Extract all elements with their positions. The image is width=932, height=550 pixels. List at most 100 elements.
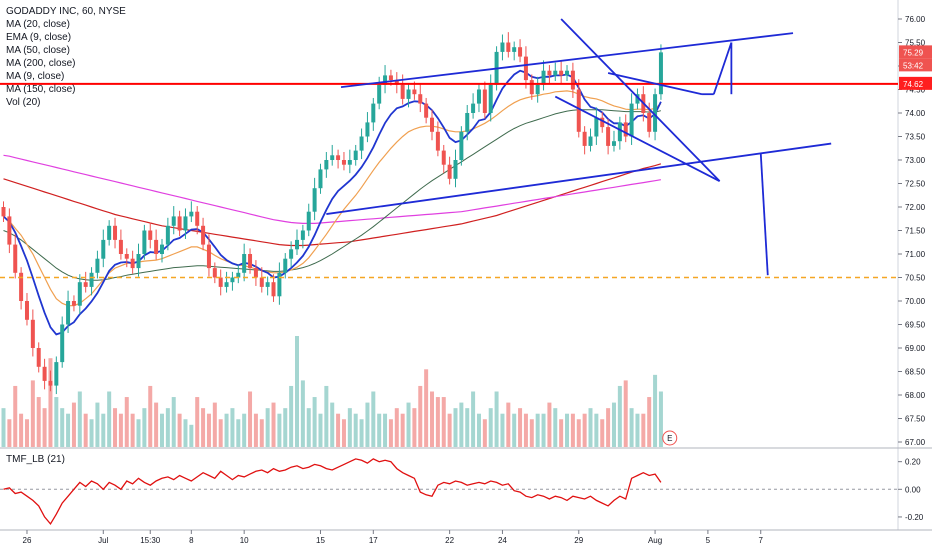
price-tick-label: 68.50 <box>905 368 926 377</box>
volume-bar <box>523 413 528 447</box>
time-tick-label: 26 <box>23 536 32 545</box>
axes: 76.0075.5075.0074.5074.0073.5073.0072.50… <box>23 15 932 545</box>
volume-bar <box>48 358 53 447</box>
candle-body <box>13 244 18 273</box>
candle-body <box>195 211 200 226</box>
volume-bar <box>259 419 264 447</box>
volume-bar <box>371 391 376 447</box>
candle-body <box>83 282 88 287</box>
volume-bar <box>629 408 634 447</box>
legend-ma20[interactable]: MA (20, close) <box>6 19 70 30</box>
legend-ma150[interactable]: MA (150, close) <box>6 84 75 95</box>
earnings-marker-letter: E <box>667 434 672 443</box>
candle-body <box>383 75 388 85</box>
volume-bar <box>7 419 12 447</box>
candle-body <box>635 94 640 104</box>
volume-bar <box>195 397 200 447</box>
time-tick-label: 17 <box>369 536 378 545</box>
legend-ema9[interactable]: EMA (9, close) <box>6 32 71 43</box>
candle-body <box>171 216 176 226</box>
volume-bar <box>66 413 71 447</box>
price-tick-label: 67.00 <box>905 438 926 447</box>
volume-bar <box>494 391 499 447</box>
volume-bar <box>242 413 247 447</box>
volume-bar <box>341 419 346 447</box>
candle-body <box>165 225 170 245</box>
tmf-tick-label: 0.20 <box>905 458 921 467</box>
price-tick-label: 69.00 <box>905 344 926 353</box>
legend: GODADDY INC, 60, NYSE MA (20, close) EMA… <box>6 6 126 465</box>
volume-bar <box>606 408 611 447</box>
volume-bar <box>95 402 100 447</box>
legend-volume[interactable]: Vol (20) <box>6 97 40 108</box>
candle-body <box>588 136 593 146</box>
volume-bar <box>453 408 458 447</box>
volume-bar <box>512 413 517 447</box>
volume-bar <box>482 419 487 447</box>
volume-bar <box>165 408 170 447</box>
countdown-label: 53:42 <box>903 61 924 70</box>
symbol-title: GODADDY INC, 60, NYSE <box>6 6 126 17</box>
candle-body <box>341 160 346 165</box>
volume-bar <box>30 380 35 447</box>
tmf-tick-label: 0.00 <box>905 485 921 494</box>
candle-body <box>118 239 123 254</box>
candle-body <box>142 230 147 254</box>
candle-body <box>653 94 658 132</box>
candle-body <box>623 122 628 137</box>
volume-bar <box>283 408 288 447</box>
trend-drawings <box>0 18 898 279</box>
tmf-tick-label: -0.20 <box>905 513 924 522</box>
price-tick-label: 70.50 <box>905 274 926 283</box>
volume-bar <box>653 374 658 447</box>
volume-bar <box>353 413 358 447</box>
candle-body <box>547 70 552 76</box>
volume-bar <box>535 413 540 447</box>
candle-body <box>447 164 452 179</box>
volume-bar <box>365 402 370 447</box>
indicator-title[interactable]: TMF_LB (21) <box>6 454 65 465</box>
candle-body <box>400 84 405 99</box>
candle-body <box>647 113 652 132</box>
candle-body <box>48 380 53 386</box>
countdown-tag <box>899 58 932 72</box>
price-tick-label: 69.50 <box>905 321 926 330</box>
candle-body <box>388 75 393 81</box>
candle-body <box>206 244 211 269</box>
ma50-line <box>3 109 662 281</box>
ema9-line <box>2 69 662 336</box>
candle-body <box>212 268 217 278</box>
candle-body <box>130 258 135 269</box>
volume-bar <box>60 408 65 447</box>
volume-bar <box>54 397 59 447</box>
candle-body <box>435 131 440 151</box>
legend-ma50[interactable]: MA (50, close) <box>6 45 70 56</box>
candle-body <box>523 56 528 81</box>
candle-body <box>318 169 323 189</box>
volume-bar <box>529 419 534 447</box>
candle-body <box>412 89 417 95</box>
volume-bar <box>148 385 153 447</box>
candle-body <box>658 52 663 95</box>
candle-body <box>512 47 517 52</box>
volume-bar <box>89 419 94 447</box>
volume-bar <box>570 413 575 447</box>
candle-body <box>565 70 570 76</box>
time-tick-label: 10 <box>240 536 249 545</box>
price-tick-label: 74.00 <box>905 109 926 118</box>
time-tick-label: 15 <box>316 536 325 545</box>
legend-ma9[interactable]: MA (9, close) <box>6 71 64 82</box>
legend-ma200[interactable]: MA (200, close) <box>6 58 75 69</box>
volume-bar <box>248 391 253 447</box>
volume-bar <box>212 402 217 447</box>
candle-body <box>19 272 24 301</box>
candle-body <box>136 254 141 269</box>
candle-body <box>453 160 458 179</box>
candle-body <box>606 127 611 146</box>
volume-bar <box>113 408 118 447</box>
volume-bar <box>582 413 587 447</box>
candle-body <box>71 301 76 306</box>
candle-body <box>154 239 159 254</box>
candle-body <box>230 277 235 283</box>
